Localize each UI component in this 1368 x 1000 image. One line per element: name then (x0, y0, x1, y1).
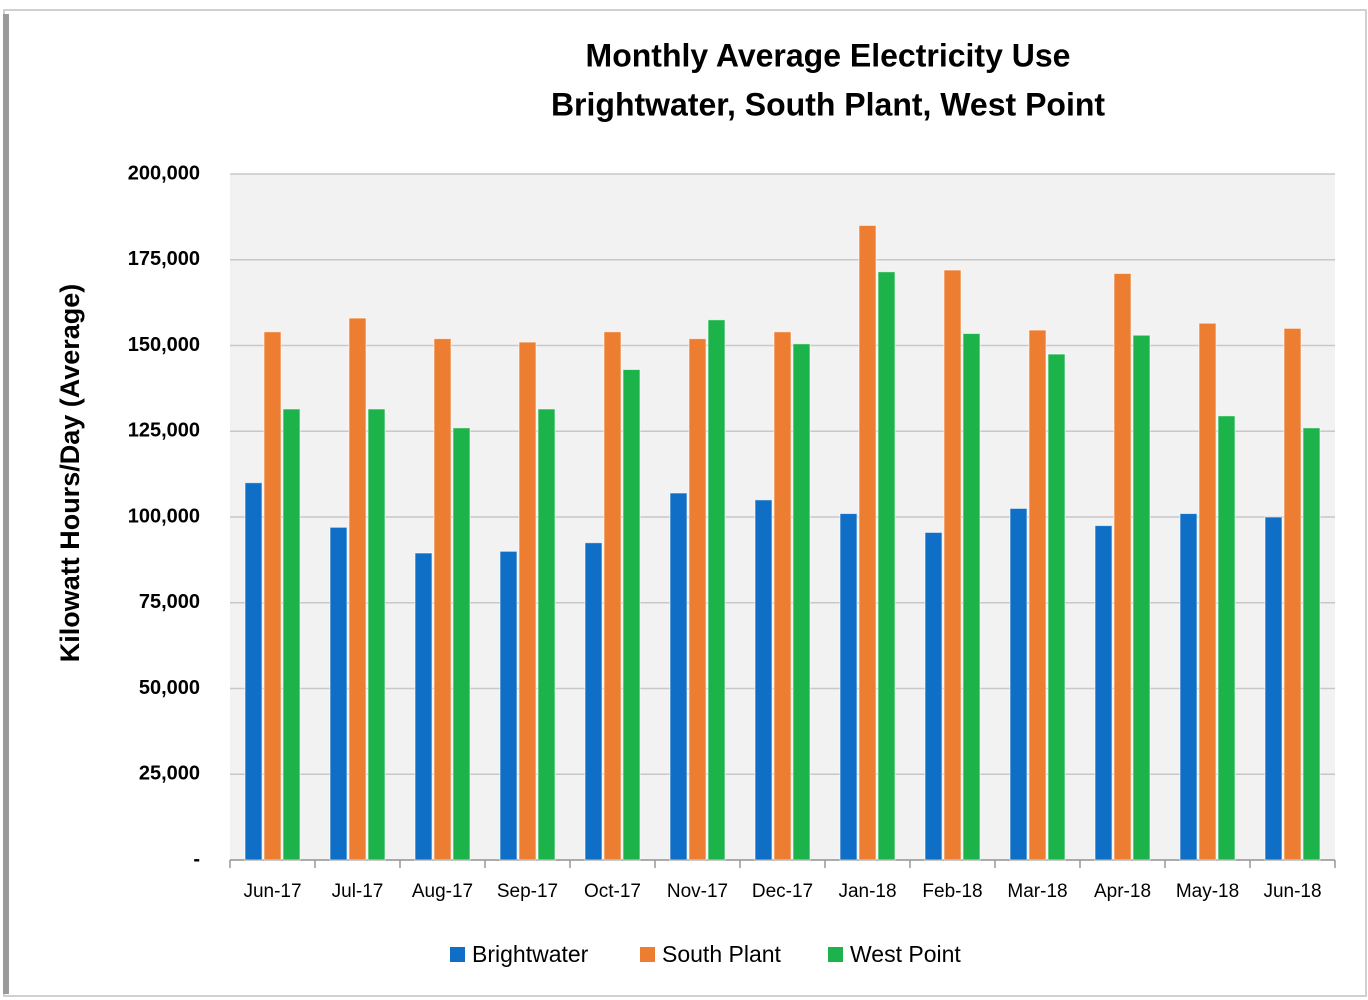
legend-swatch (450, 947, 465, 962)
bar (962, 332, 981, 861)
legend-swatch (640, 947, 655, 962)
bar (858, 224, 877, 861)
bar (924, 531, 943, 861)
bar (754, 499, 773, 861)
bar (1179, 513, 1198, 861)
bar (1302, 427, 1321, 861)
y-tick-label: 50,000 (139, 677, 200, 699)
y-tick-label: 125,000 (128, 420, 200, 442)
y-tick-label: 175,000 (128, 248, 200, 270)
x-tick-label: Oct-17 (584, 881, 641, 902)
bar (839, 513, 858, 861)
y-tick-label: - (193, 848, 200, 870)
bar (622, 369, 641, 861)
bar (688, 338, 707, 861)
legend-swatch (828, 947, 843, 962)
legend-label: Brightwater (472, 941, 589, 967)
x-tick-label: May-18 (1176, 881, 1239, 902)
bar (244, 482, 263, 861)
x-tick-label: Feb-18 (922, 881, 982, 902)
chart-title: Monthly Average Electricity Use (586, 37, 1071, 73)
chart-subtitle: Brightwater, South Plant, West Point (551, 86, 1105, 122)
bar (1047, 353, 1066, 861)
bar (282, 408, 301, 861)
bar (367, 408, 386, 861)
bar (1132, 334, 1151, 861)
bar (499, 550, 518, 861)
y-axis-label: Kilowatt Hours/Day (Average) (55, 284, 85, 663)
legend-label: South Plant (662, 941, 782, 967)
bar (1009, 507, 1028, 861)
y-tick-label: 75,000 (139, 591, 200, 613)
bar (414, 552, 433, 861)
x-tick-label: Nov-17 (667, 881, 728, 902)
bar (433, 338, 452, 861)
y-tick-label: 100,000 (128, 505, 200, 527)
bar (584, 542, 603, 861)
bar (537, 408, 556, 861)
x-tick-label: Jun-18 (1263, 881, 1321, 902)
legend-label: West Point (850, 941, 961, 967)
bar (877, 271, 896, 861)
bar (348, 317, 367, 861)
bar (773, 331, 792, 861)
x-tick-label: Aug-17 (412, 881, 473, 902)
bar (1198, 322, 1217, 861)
bar (707, 319, 726, 861)
bar (263, 331, 282, 861)
x-tick-label: Jul-17 (332, 881, 384, 902)
bar (943, 269, 962, 861)
bar (1113, 272, 1132, 861)
y-tick-label: 150,000 (128, 334, 200, 356)
x-tick-label: Apr-18 (1094, 881, 1151, 902)
bar (1028, 329, 1047, 861)
bar (1094, 525, 1113, 861)
x-tick-label: Mar-18 (1007, 881, 1067, 902)
bar (1283, 327, 1302, 861)
bar (1264, 516, 1283, 861)
x-tick-label: Jan-18 (838, 881, 896, 902)
x-tick-label: Dec-17 (752, 881, 813, 902)
y-tick-label: 200,000 (128, 162, 200, 184)
bar (669, 492, 688, 861)
x-tick-label: Jun-17 (243, 881, 301, 902)
bar (452, 427, 471, 861)
bar (792, 343, 811, 861)
bar (603, 331, 622, 861)
bar (329, 526, 348, 861)
bar (518, 341, 537, 861)
x-tick-label: Sep-17 (497, 881, 558, 902)
y-tick-label: 25,000 (139, 763, 200, 785)
bar (1217, 415, 1236, 861)
